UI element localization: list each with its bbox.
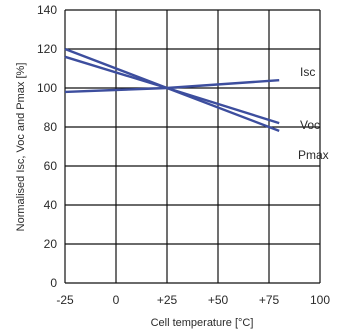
y-axis-title: Normalised Isc, Voc and Pmax [%] bbox=[15, 63, 27, 232]
series-lines bbox=[64, 47, 280, 133]
y-tick-label: 140 bbox=[37, 3, 57, 17]
series-label-isc: Isc bbox=[300, 65, 315, 79]
x-axis-title: Cell temperature [°C] bbox=[151, 317, 254, 329]
x-tick-label: +50 bbox=[208, 293, 229, 307]
series-label-voc: Voc bbox=[300, 118, 320, 132]
x-tick-label: +75 bbox=[259, 293, 280, 307]
y-tick-label: 100 bbox=[37, 81, 57, 95]
y-tick-label: 80 bbox=[44, 120, 58, 134]
y-tick-label: 20 bbox=[44, 237, 58, 251]
series-line-pmax bbox=[64, 47, 280, 133]
x-tick-label: -25 bbox=[56, 293, 74, 307]
x-tick-label: 0 bbox=[113, 293, 120, 307]
tick-labels: -25 0 +25 +50 +75 100 0 20 40 60 80 100 120 140 bbox=[37, 3, 330, 307]
y-tick-label: 120 bbox=[37, 42, 57, 56]
y-tick-label: 40 bbox=[44, 198, 58, 212]
series-label-pmax: Pmax bbox=[298, 148, 329, 162]
x-tick-label: +25 bbox=[157, 293, 178, 307]
x-tick-label: 100 bbox=[310, 293, 330, 307]
y-tick-label: 0 bbox=[50, 276, 57, 290]
y-tick-label: 60 bbox=[44, 159, 58, 173]
grid bbox=[64, 9, 321, 284]
